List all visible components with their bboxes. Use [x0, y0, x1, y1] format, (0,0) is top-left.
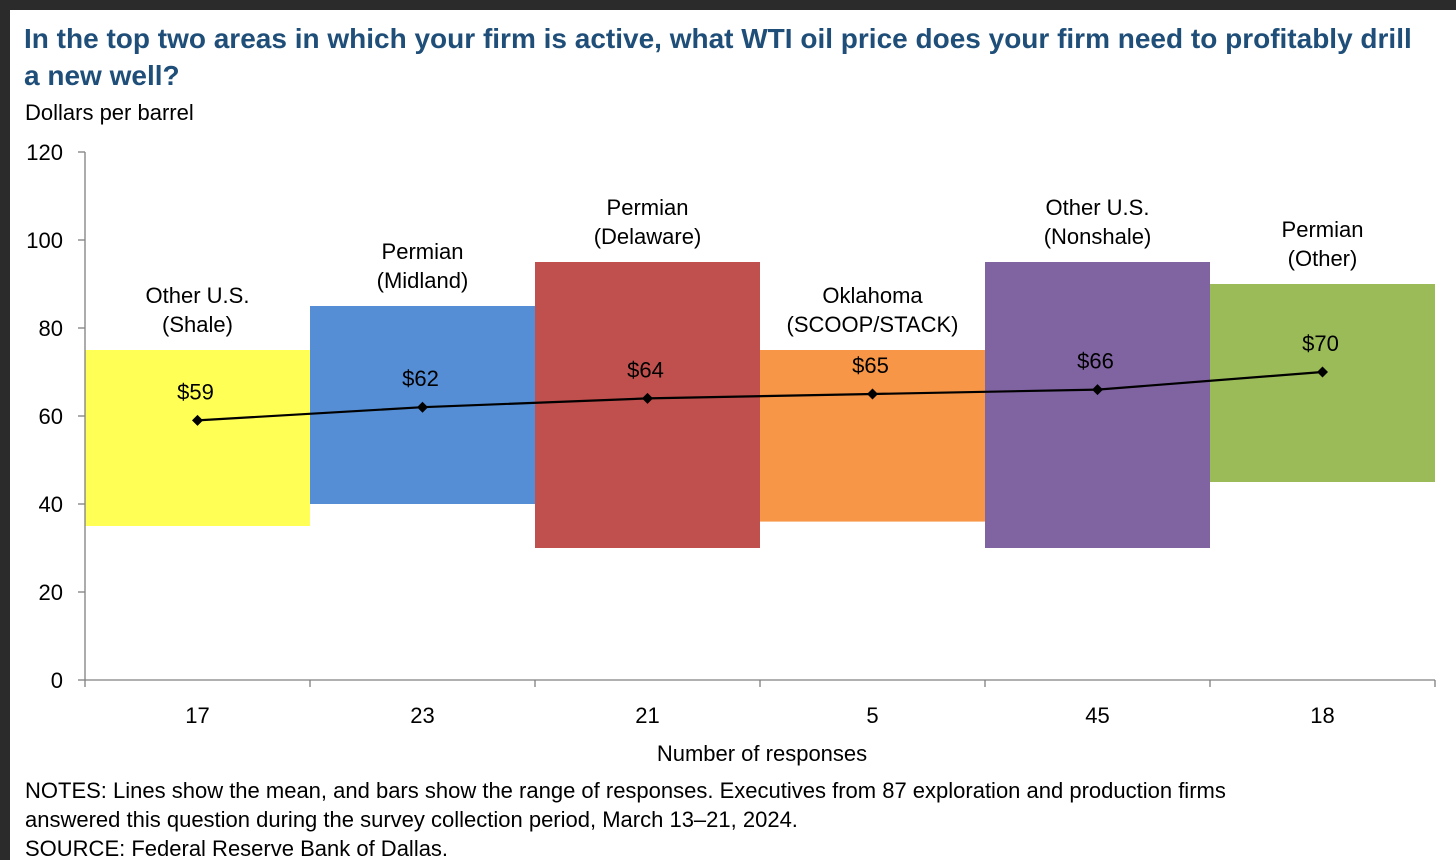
y-tick-label: 20	[39, 580, 63, 605]
mean-marker	[1317, 366, 1328, 378]
category-name-line-2: (SCOOP/STACK)	[787, 312, 959, 337]
range-bar	[85, 350, 310, 526]
mean-value-label: $64	[627, 357, 664, 382]
y-axis-label: Dollars per barrel	[25, 100, 194, 125]
axes: 0 20 40 60 80 100 120	[26, 140, 1436, 693]
chart-frame: In the top two areas in which your firm …	[10, 10, 1456, 860]
chart-plot: 0 20 40 60 80 100 120 17 23 21 5 45 18 Number of res…	[26, 140, 1436, 766]
mean-value-label: $66	[1077, 349, 1114, 374]
chart-title: In the top two areas in which your firm …	[24, 23, 1412, 91]
category-name-line-1: Permian	[607, 195, 689, 220]
source-line: SOURCE: Federal Reserve Bank of Dallas.	[25, 836, 449, 860]
x-tick-label: 21	[635, 703, 659, 728]
y-tick-label: 0	[51, 668, 63, 693]
labels: 17 23 21 5 45 18 Number of responses $59 $62 $64 $…	[146, 195, 1364, 766]
x-tick-label: 45	[1085, 703, 1109, 728]
range-bars	[85, 262, 1435, 548]
category-name-line-1: Other U.S.	[1046, 195, 1150, 220]
y-tick-label: 120	[26, 140, 63, 165]
y-tick-label: 60	[39, 404, 63, 429]
notes-line-2: answered this question during the survey…	[25, 807, 798, 832]
x-tick-label: 17	[185, 703, 209, 728]
category-name-line-1: Oklahoma	[822, 283, 923, 308]
x-axis-label: Number of responses	[657, 741, 867, 766]
notes-block: NOTES: Lines show the mean, and bars sho…	[25, 776, 1445, 860]
range-bar	[760, 350, 985, 522]
mean-value-label: $59	[177, 379, 214, 404]
category-name-line-2: (Nonshale)	[1044, 224, 1152, 249]
mean-value-label: $62	[402, 366, 439, 391]
category-name-line-2: (Delaware)	[594, 224, 702, 249]
category-name-line-2: (Shale)	[162, 312, 233, 337]
range-bar	[535, 262, 760, 548]
y-tick-label: 80	[39, 316, 63, 341]
category-name-line-2: (Other)	[1288, 246, 1358, 271]
x-tick-label: 18	[1310, 703, 1334, 728]
category-name-line-1: Other U.S.	[146, 283, 250, 308]
mean-line-group	[192, 366, 1328, 426]
category-name-line-1: Permian	[1282, 217, 1364, 242]
mean-value-label: $65	[852, 353, 889, 378]
mean-marker	[192, 414, 203, 426]
x-tick-label: 5	[866, 703, 878, 728]
mean-marker	[1092, 384, 1103, 396]
range-bar	[985, 262, 1210, 548]
y-tick-label: 40	[39, 492, 63, 517]
notes-line-1: NOTES: Lines show the mean, and bars sho…	[25, 778, 1226, 803]
x-tick-label: 23	[410, 703, 434, 728]
mean-marker	[417, 401, 428, 413]
mean-marker	[867, 388, 878, 400]
range-bar	[1210, 284, 1435, 482]
mean-marker	[642, 392, 653, 404]
mean-value-label: $70	[1302, 331, 1339, 356]
category-name-line-2: (Midland)	[377, 268, 469, 293]
y-tick-label: 100	[26, 228, 63, 253]
category-name-line-1: Permian	[382, 239, 464, 264]
mean-line	[197, 370, 1323, 422]
